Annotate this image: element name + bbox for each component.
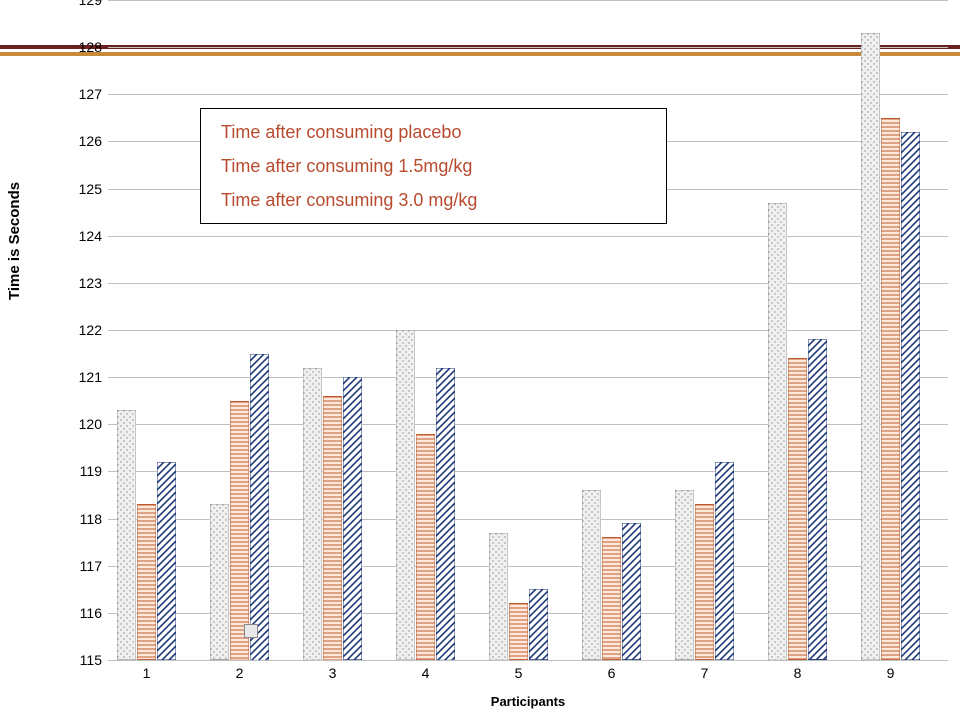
y-tick-label: 118: [80, 511, 102, 527]
bars-layer: [108, 0, 948, 660]
x-tick-label: 7: [701, 665, 709, 681]
x-tick-label: 1: [143, 665, 151, 681]
bar-placebo: [303, 368, 322, 660]
bar-dose30: [343, 377, 362, 660]
x-axis-label: Participants: [428, 694, 628, 712]
bar-dose15: [695, 504, 714, 660]
y-tick-label: 116: [80, 605, 102, 621]
legend-item: Time after consuming 3.0 mg/kg: [221, 191, 606, 209]
legend: Time after consuming placebo Time after c…: [200, 108, 667, 224]
bar-dose30: [901, 132, 920, 660]
y-tick-label: 120: [79, 416, 102, 432]
legend-item: Time after consuming 1.5mg/kg: [221, 157, 606, 175]
x-tick-label: 8: [794, 665, 802, 681]
bar-dose15: [881, 118, 900, 660]
bar-dose30: [808, 339, 827, 660]
bar-dose30: [529, 589, 548, 660]
y-tick-label: 128: [79, 39, 102, 55]
y-tick-label: 119: [80, 463, 102, 479]
bar-placebo: [582, 490, 601, 660]
bar-placebo: [117, 410, 136, 660]
stray-swatch: [244, 624, 258, 638]
bar-dose30: [622, 523, 641, 660]
bar-placebo: [210, 504, 229, 660]
y-tick-label: 121: [79, 369, 102, 385]
bar-dose15: [602, 537, 621, 660]
bar-dose30: [436, 368, 455, 660]
bar-dose15: [788, 358, 807, 660]
x-tick-label: 6: [608, 665, 616, 681]
y-tick-label: 126: [79, 133, 102, 149]
x-tick-label: 3: [329, 665, 337, 681]
y-tick-label: 117: [80, 558, 102, 574]
y-tick-label: 122: [79, 322, 102, 338]
bar-dose15: [416, 434, 435, 660]
x-tick-label: 2: [236, 665, 244, 681]
y-tick-label: 115: [80, 652, 102, 668]
x-tick-label: 5: [515, 665, 523, 681]
bar-placebo: [396, 330, 415, 660]
y-axis-label: Time is Seconds: [6, 182, 23, 300]
gridline: [108, 660, 948, 661]
bar-dose15: [230, 401, 249, 660]
y-tick-label: 125: [79, 181, 102, 197]
x-tick-label: 9: [887, 665, 895, 681]
legend-item: Time after consuming placebo: [221, 123, 606, 141]
bar-placebo: [675, 490, 694, 660]
bar-dose15: [323, 396, 342, 660]
y-tick-label: 127: [79, 86, 102, 102]
bar-placebo: [489, 533, 508, 660]
bar-dose15: [509, 603, 528, 660]
bar-dose30: [715, 462, 734, 660]
bar-dose30: [250, 354, 269, 660]
bar-dose15: [137, 504, 156, 660]
bar-placebo: [861, 33, 880, 660]
bar-dose30: [157, 462, 176, 660]
y-tick-label: 123: [79, 275, 102, 291]
y-tick-label: 124: [79, 228, 102, 244]
bar-placebo: [768, 203, 787, 660]
x-tick-label: 4: [422, 665, 430, 681]
y-tick-label: 129: [79, 0, 102, 8]
